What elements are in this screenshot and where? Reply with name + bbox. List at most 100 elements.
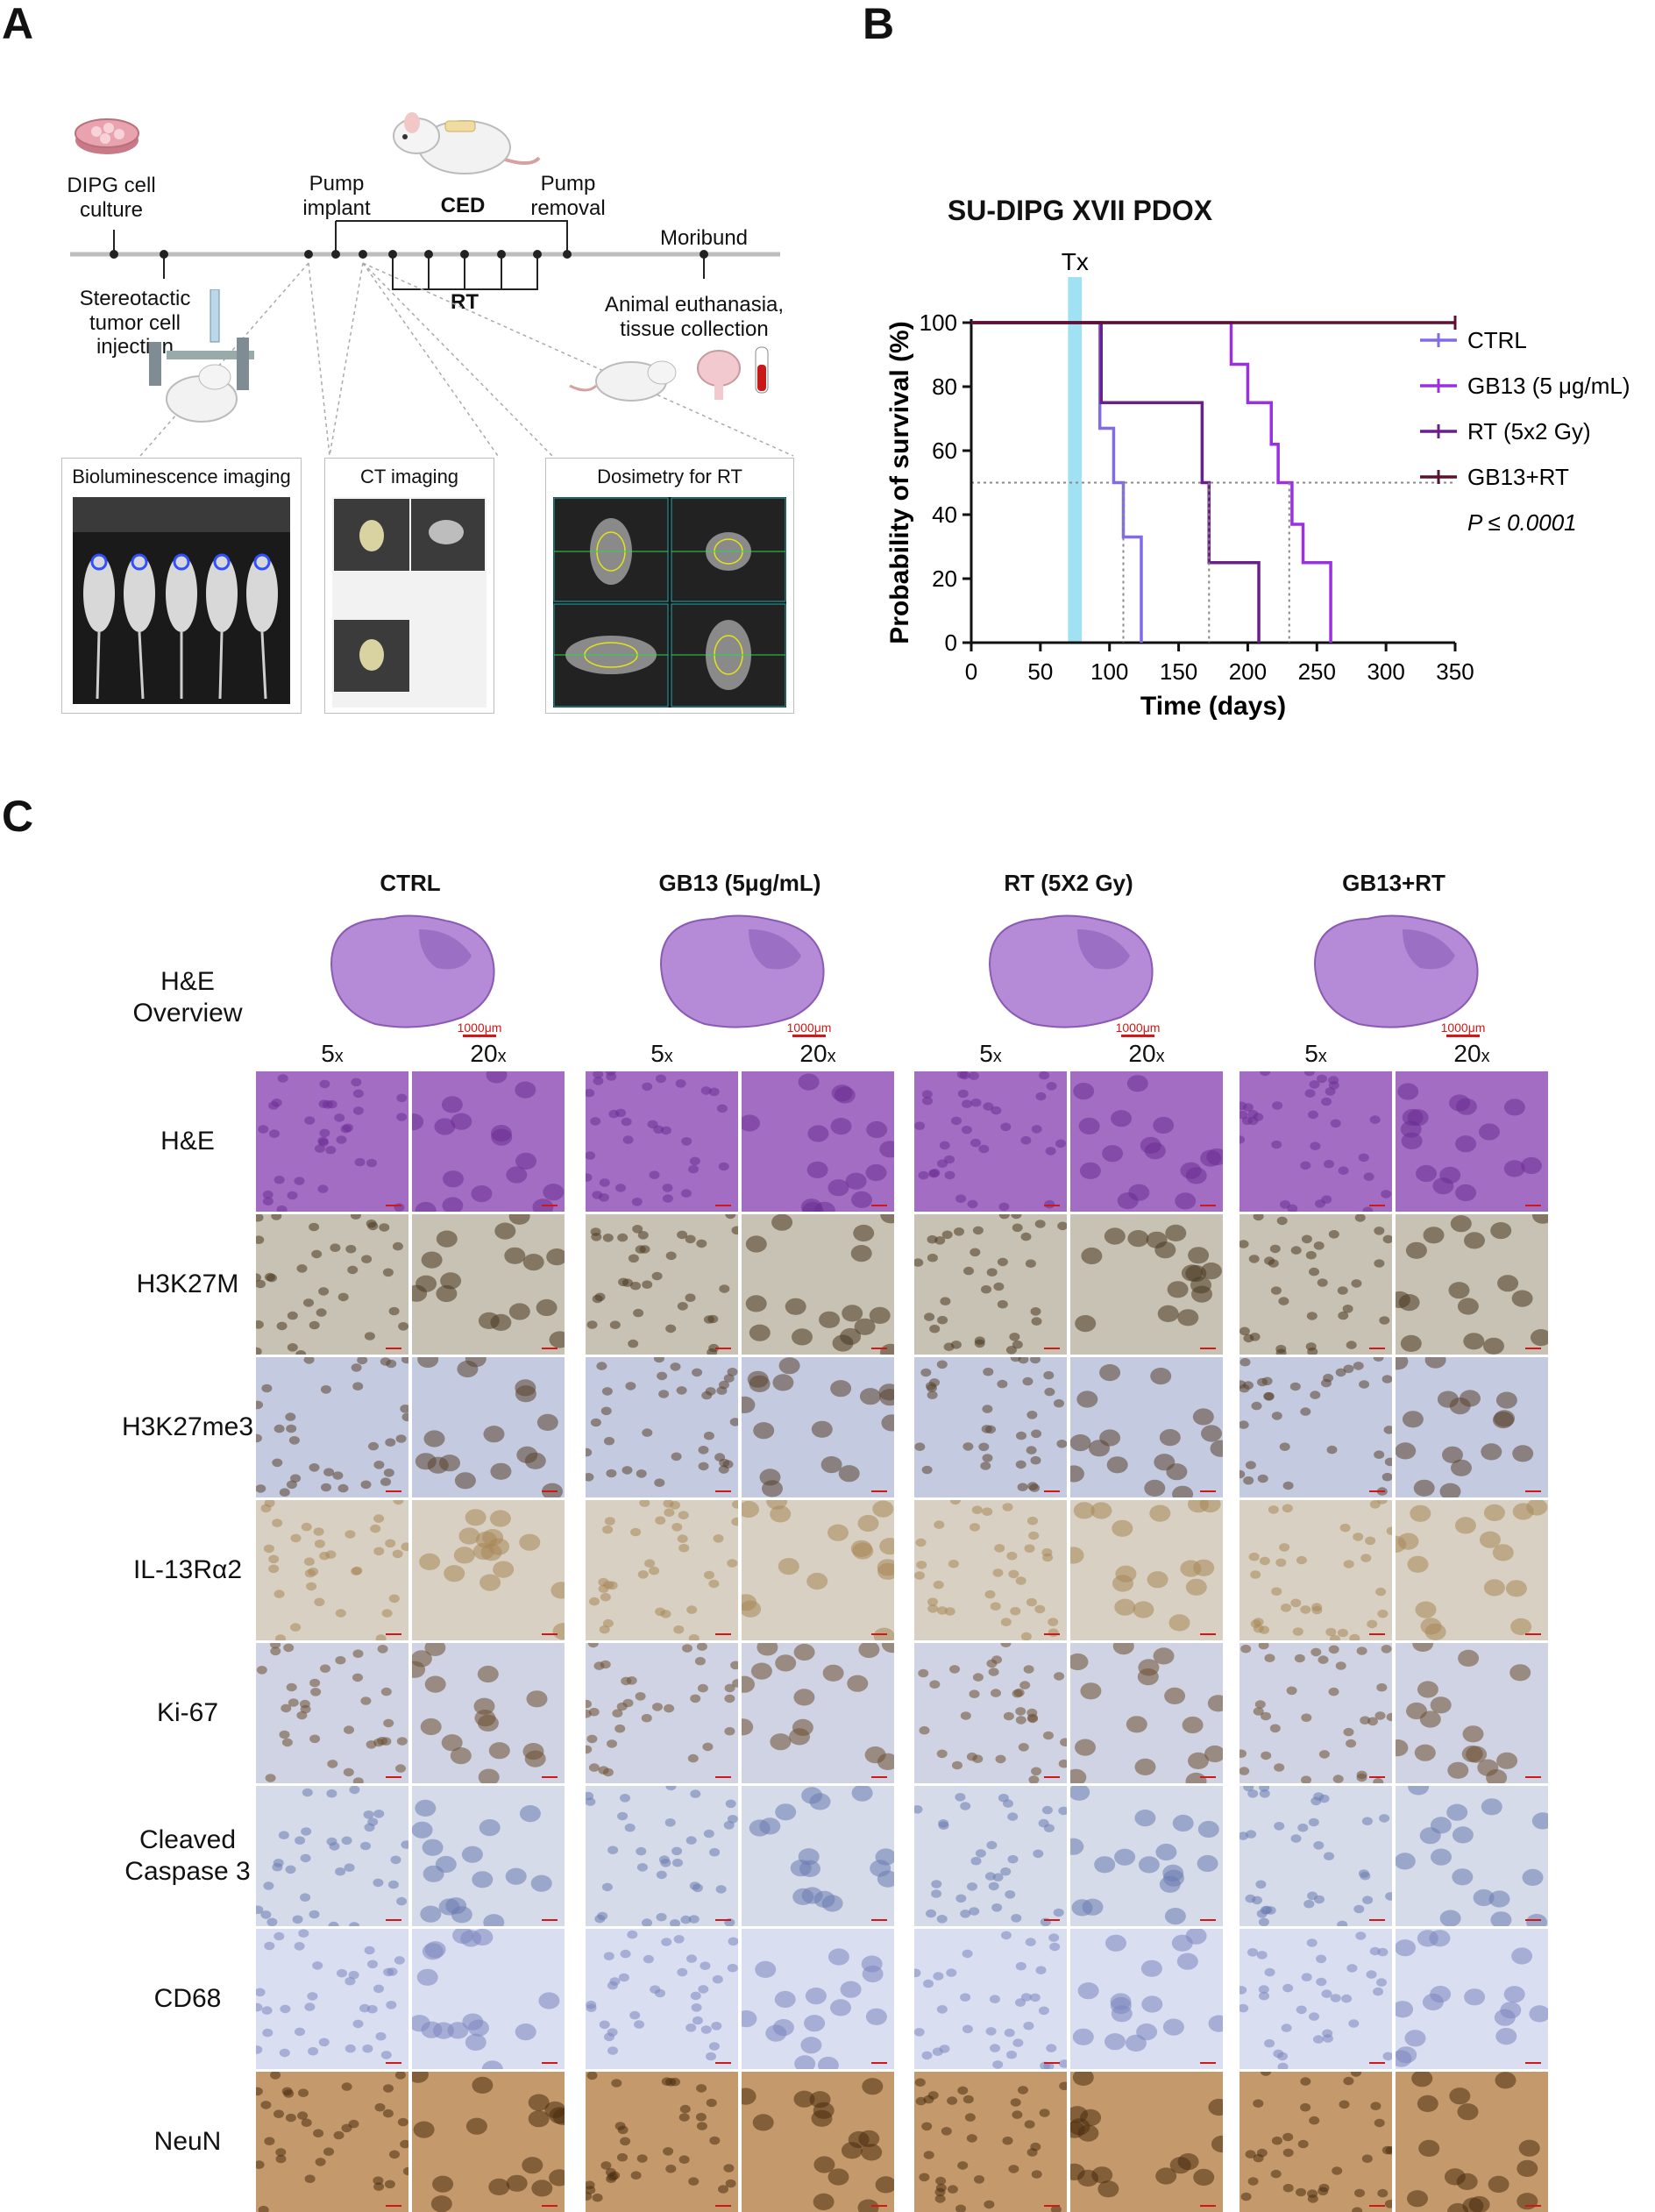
y-tick-label: 0 xyxy=(945,629,957,656)
mag-unit: x xyxy=(498,1047,507,1066)
scale-bar xyxy=(871,1776,887,1778)
bli-box: Bioluminescence imaging xyxy=(61,458,302,714)
legend-label: GB13+RT xyxy=(1467,464,1569,490)
scale-bar xyxy=(792,1035,826,1037)
scale-bar xyxy=(1369,1776,1385,1778)
x-tick-label: 100 xyxy=(1090,658,1128,685)
row-label: Cleaved Caspase 3 xyxy=(124,1824,250,1888)
histology-tile xyxy=(914,1929,1067,2069)
overview-section-image xyxy=(643,903,836,1035)
histology-tile xyxy=(412,1214,565,1355)
histology-tile xyxy=(742,1643,894,1783)
mag-unit: x xyxy=(664,1047,673,1066)
treatment-window xyxy=(1068,277,1082,643)
mag-value: 5 xyxy=(650,1040,664,1067)
column-header: RT (5X2 Gy) xyxy=(1004,870,1133,897)
scale-bar xyxy=(1200,1348,1216,1349)
mag-value: 20 xyxy=(1128,1040,1155,1067)
mag-unit: x xyxy=(1156,1047,1165,1066)
histology-tile xyxy=(586,1929,738,2069)
scale-bar xyxy=(386,1633,401,1635)
mag-value: 5 xyxy=(1304,1040,1318,1067)
scale-bar xyxy=(542,1776,558,1778)
overview-row-label: H&E Overview xyxy=(132,966,242,1029)
histology-tile xyxy=(742,1786,894,1926)
scale-bar xyxy=(1044,1633,1060,1635)
histology-tile xyxy=(1070,2072,1223,2212)
histology-tile xyxy=(1070,1357,1223,1497)
histology-tile xyxy=(1239,1643,1392,1783)
histology-tile xyxy=(256,1500,408,1640)
x-tick-label: 350 xyxy=(1436,658,1474,685)
scale-bar xyxy=(1525,2205,1541,2207)
scale-bar xyxy=(386,1348,401,1349)
scale-bar xyxy=(386,2205,401,2207)
treatment-label: Tx xyxy=(1062,248,1089,275)
histology-tile xyxy=(256,1929,408,2069)
histology-tile xyxy=(914,1071,1067,1212)
mag-unit: x xyxy=(828,1047,836,1066)
panel-c-letter: C xyxy=(2,794,33,838)
histology-tile xyxy=(1239,1357,1392,1497)
histology-tile xyxy=(586,1643,738,1783)
row-label: H&E xyxy=(160,1126,215,1157)
mag-20x-label: 20x xyxy=(1128,1040,1164,1068)
scale-bar xyxy=(542,2062,558,2064)
x-tick-label: 200 xyxy=(1229,658,1267,685)
scale-bar xyxy=(871,1919,887,1921)
scale-bar xyxy=(386,2062,401,2064)
histology-tile xyxy=(256,2072,408,2212)
scale-bar xyxy=(871,1348,887,1349)
mag-20x-label: 20x xyxy=(470,1040,506,1068)
ct-title: CT imaging xyxy=(325,466,494,488)
row-label: H3K27me3 xyxy=(122,1412,253,1443)
y-axis-label: Probability of survival (%) xyxy=(885,321,914,644)
scale-bar xyxy=(542,2205,558,2207)
histology-tile xyxy=(1070,1071,1223,1212)
scale-bar xyxy=(871,1490,887,1492)
y-tick-label: 100 xyxy=(920,309,957,336)
histology-tile xyxy=(256,1786,408,1926)
histology-tile xyxy=(914,1357,1067,1497)
column-header: GB13 (5μg/mL) xyxy=(659,870,821,897)
scale-bar xyxy=(715,1633,731,1635)
scale-bar xyxy=(871,2062,887,2064)
scale-bar xyxy=(1044,1205,1060,1206)
histology-tile xyxy=(1239,2072,1392,2212)
scale-bar xyxy=(1525,1776,1541,1778)
histology-tile xyxy=(742,1929,894,2069)
scale-bar xyxy=(715,2062,731,2064)
legend-label: GB13 (5 μg/mL) xyxy=(1467,373,1630,399)
scale-bar xyxy=(1369,1348,1385,1349)
scale-bar xyxy=(1200,1776,1216,1778)
histology-tile xyxy=(412,1929,565,2069)
mag-5x-label: 5x xyxy=(321,1040,344,1068)
scale-bar xyxy=(715,1776,731,1778)
histology-tile xyxy=(742,2072,894,2212)
scale-bar xyxy=(1044,1490,1060,1492)
scale-bar xyxy=(1525,1490,1541,1492)
ct-image xyxy=(332,497,487,708)
x-axis-label: Time (days) xyxy=(1140,692,1286,721)
histology-tile xyxy=(256,1357,408,1497)
y-tick-label: 40 xyxy=(932,501,957,528)
scale-bar xyxy=(1200,1205,1216,1206)
histology-tile xyxy=(1396,1214,1548,1355)
scale-bar xyxy=(871,1205,887,1206)
mag-20x-label: 20x xyxy=(799,1040,835,1068)
stereotactic-frame-icon xyxy=(131,289,272,438)
histology-tile xyxy=(914,1500,1067,1640)
histology-tile xyxy=(412,1643,565,1783)
histology-tile xyxy=(914,1214,1067,1355)
scale-bar xyxy=(1369,2205,1385,2207)
histology-tile xyxy=(1239,1929,1392,2069)
histology-tile xyxy=(586,1071,738,1212)
scale-bar xyxy=(542,1490,558,1492)
histology-tile xyxy=(1239,1071,1392,1212)
p-value: P ≤ 0.0001 xyxy=(1467,509,1577,536)
scale-bar xyxy=(1525,1919,1541,1921)
histology-tile xyxy=(586,1500,738,1640)
histology-tile xyxy=(412,1071,565,1212)
scale-bar xyxy=(386,1919,401,1921)
